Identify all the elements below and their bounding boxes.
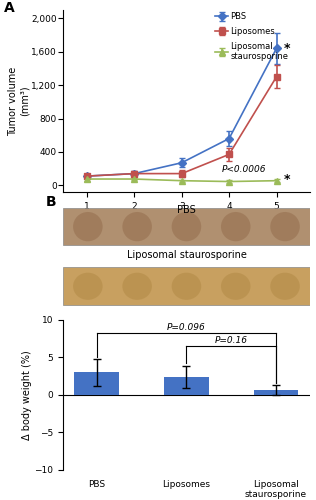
Ellipse shape bbox=[122, 212, 152, 242]
Bar bbox=[63, 208, 310, 246]
Ellipse shape bbox=[270, 212, 300, 242]
Text: P<0.0006: P<0.0006 bbox=[222, 165, 266, 174]
Ellipse shape bbox=[172, 212, 201, 242]
Ellipse shape bbox=[221, 272, 251, 300]
Ellipse shape bbox=[270, 272, 300, 300]
Y-axis label: Tumor volume
(mm³): Tumor volume (mm³) bbox=[8, 66, 30, 136]
Text: B: B bbox=[46, 195, 57, 209]
Text: A: A bbox=[4, 1, 15, 15]
Legend: PBS, Liposomes, Liposomal
staurosporine: PBS, Liposomes, Liposomal staurosporine bbox=[215, 12, 288, 62]
Text: PBS: PBS bbox=[177, 204, 196, 214]
Bar bbox=[254, 390, 299, 395]
Text: Liposomal staurosporine: Liposomal staurosporine bbox=[126, 250, 246, 260]
Text: P=0.096: P=0.096 bbox=[167, 324, 206, 332]
Bar bbox=[63, 268, 310, 305]
Ellipse shape bbox=[73, 212, 103, 242]
Ellipse shape bbox=[73, 272, 103, 300]
X-axis label: Measurement: Measurement bbox=[144, 214, 229, 224]
Bar bbox=[74, 372, 119, 395]
Bar bbox=[164, 377, 209, 395]
Text: *: * bbox=[284, 42, 290, 55]
Text: *: * bbox=[284, 173, 290, 186]
Ellipse shape bbox=[172, 272, 201, 300]
Ellipse shape bbox=[221, 212, 251, 242]
Text: P=0.16: P=0.16 bbox=[215, 336, 248, 345]
Y-axis label: Δ body weight (%): Δ body weight (%) bbox=[22, 350, 32, 440]
Ellipse shape bbox=[122, 272, 152, 300]
